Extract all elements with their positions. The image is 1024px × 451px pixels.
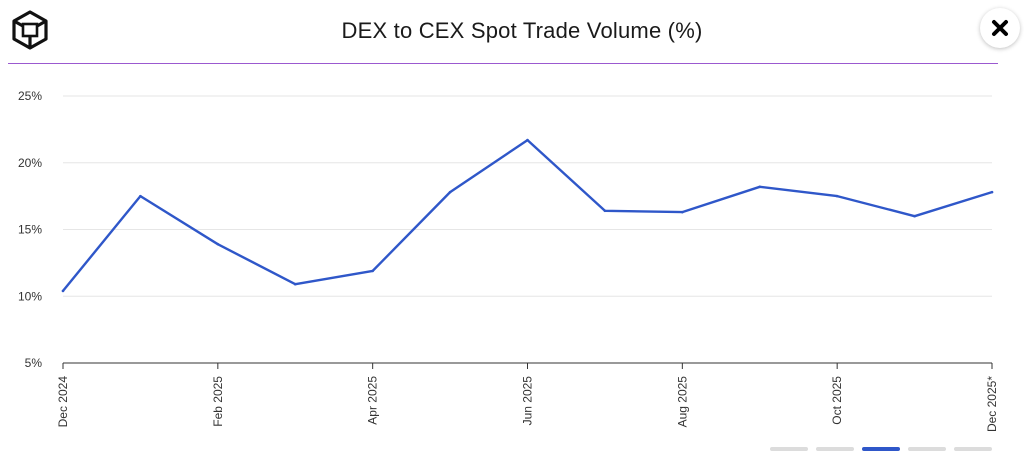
x-tick-label: Oct 2025 bbox=[830, 376, 844, 425]
data-point bbox=[758, 185, 762, 189]
pager-dot[interactable] bbox=[908, 447, 946, 451]
data-point bbox=[681, 210, 684, 214]
grid-lines bbox=[63, 95, 992, 297]
data-point bbox=[990, 190, 994, 194]
close-button[interactable] bbox=[980, 8, 1020, 48]
y-tick-label: 20% bbox=[18, 156, 42, 170]
data-point bbox=[448, 190, 452, 194]
close-icon bbox=[992, 20, 1008, 36]
data-point bbox=[293, 282, 297, 286]
y-axis-ticks: 5% 10% 15% 20% 25% bbox=[18, 89, 42, 370]
x-axis-ticks: Dec 2024 Feb 2025 Apr 2025 Jun 2025 Aug 2025… bbox=[56, 363, 999, 432]
data-point bbox=[526, 138, 529, 142]
chart-title: DEX to CEX Spot Trade Volume (%) bbox=[341, 18, 703, 43]
x-tick-label: Jun 2025 bbox=[521, 376, 535, 426]
y-tick-label: 15% bbox=[18, 223, 42, 237]
pager-dot[interactable] bbox=[816, 447, 854, 451]
data-point bbox=[371, 269, 374, 273]
data-point bbox=[61, 289, 65, 293]
data-point bbox=[216, 242, 220, 246]
data-point bbox=[913, 214, 916, 218]
x-tick-label: Dec 2025* bbox=[985, 376, 999, 432]
pager-dot[interactable] bbox=[954, 447, 992, 451]
x-tick-label: Aug 2025 bbox=[675, 376, 689, 428]
cube-logo-icon bbox=[12, 10, 48, 50]
y-tick-label: 10% bbox=[18, 289, 42, 303]
y-tick-label: 25% bbox=[18, 89, 42, 103]
pager-dot[interactable] bbox=[770, 447, 808, 451]
data-point bbox=[835, 194, 839, 198]
data-point bbox=[139, 194, 142, 198]
pager bbox=[770, 447, 992, 451]
x-tick-label: Apr 2025 bbox=[366, 376, 380, 425]
data-point bbox=[603, 209, 607, 213]
title-divider bbox=[8, 63, 998, 64]
series-group bbox=[61, 138, 994, 293]
y-tick-label: 5% bbox=[25, 356, 43, 370]
x-tick-label: Feb 2025 bbox=[211, 376, 225, 427]
x-tick-label: Dec 2024 bbox=[56, 376, 70, 428]
pager-dot[interactable] bbox=[862, 447, 900, 451]
